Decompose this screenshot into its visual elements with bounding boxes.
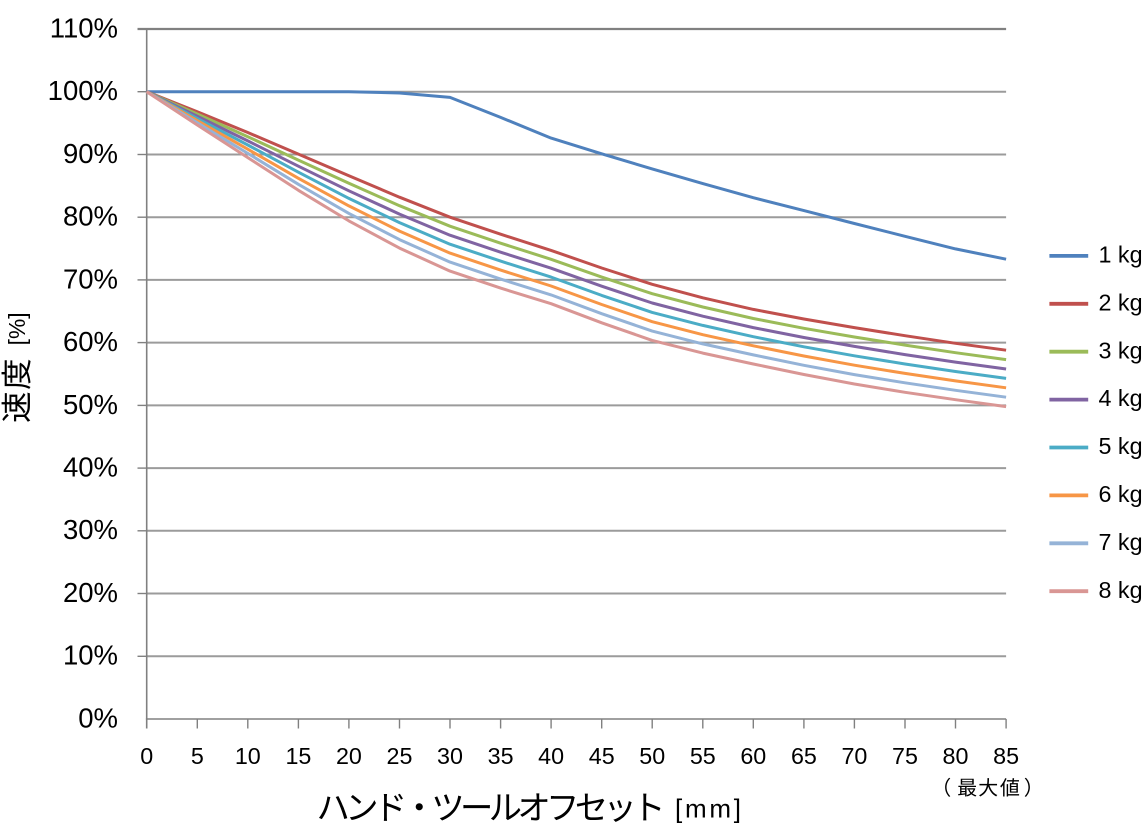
svg-text:30%: 30% [63,514,118,545]
svg-text:15: 15 [285,743,311,769]
svg-text:80: 80 [943,743,969,769]
svg-text:10: 10 [235,743,261,769]
svg-text:110%: 110% [50,12,118,43]
svg-text:50%: 50% [63,389,118,420]
svg-text:25: 25 [387,743,413,769]
svg-text:30: 30 [437,743,463,769]
svg-text:2 kg: 2 kg [1099,289,1142,315]
svg-text:10%: 10% [63,640,118,671]
svg-text:60%: 60% [63,326,118,357]
svg-text:50: 50 [639,743,665,769]
svg-text:75: 75 [892,743,918,769]
svg-text:70: 70 [841,743,867,769]
svg-text:55: 55 [690,743,716,769]
svg-text:45: 45 [589,743,615,769]
svg-text:8 kg: 8 kg [1099,577,1142,603]
svg-text:1 kg: 1 kg [1099,242,1142,268]
svg-text:20%: 20% [63,577,118,608]
svg-text:60: 60 [740,743,766,769]
svg-text:65: 65 [791,743,817,769]
svg-text:0%: 0% [78,702,118,733]
svg-text:7 kg: 7 kg [1099,529,1142,555]
svg-text:80%: 80% [63,201,118,232]
svg-text:90%: 90% [63,138,118,169]
svg-text:6 kg: 6 kg [1099,481,1142,507]
svg-text:[%]: [%] [4,312,30,345]
svg-text:4 kg: 4 kg [1099,385,1142,411]
svg-text:40: 40 [538,743,564,769]
svg-text:85: 85 [993,743,1019,769]
svg-text:5 kg: 5 kg [1099,433,1142,459]
svg-text:5: 5 [191,743,204,769]
svg-text:70%: 70% [63,263,118,294]
svg-text:100%: 100% [48,75,118,106]
svg-text:3 kg: 3 kg [1099,337,1142,363]
svg-text:20: 20 [336,743,362,769]
svg-text:0: 0 [140,743,153,769]
svg-text:40%: 40% [63,452,118,483]
svg-text:35: 35 [488,743,514,769]
